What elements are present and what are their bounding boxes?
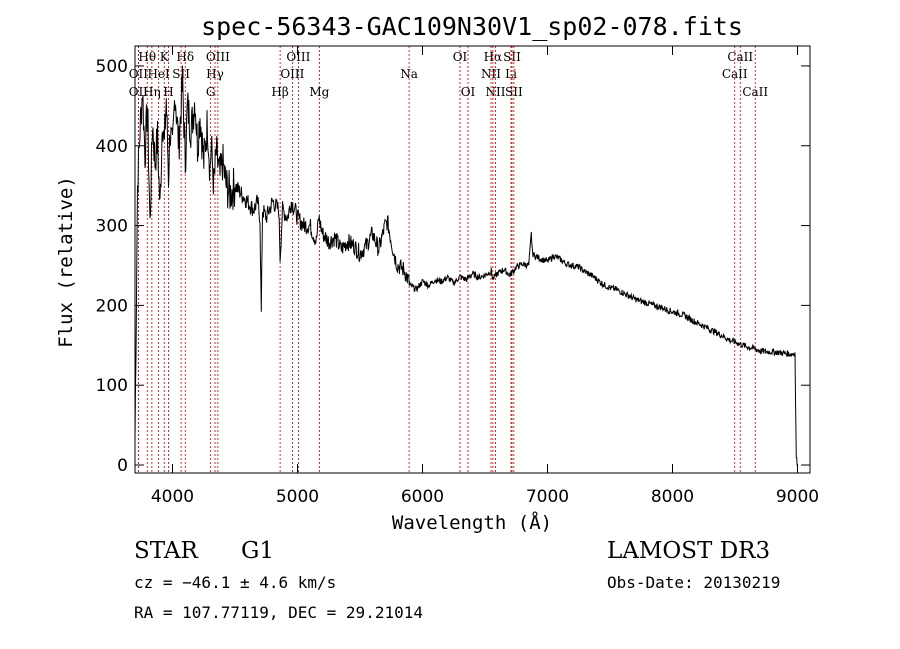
line-marker-label: Hη [143, 85, 161, 99]
line-marker-label: OI [453, 50, 468, 64]
y-tick-label: 500 [96, 57, 128, 77]
line-marker-label: CaII [722, 67, 748, 81]
line-marker-label: HeI [147, 67, 170, 81]
line-marker-label: NII [481, 67, 501, 81]
line-marker-label: CaII [727, 50, 753, 64]
line-marker-label: NII [486, 85, 506, 99]
x-tick-label: 9000 [776, 487, 819, 507]
x-tick-label: 8000 [651, 487, 694, 507]
line-marker-label: Na [400, 67, 418, 81]
plot-frame [134, 45, 811, 474]
line-marker-label: K [160, 50, 170, 64]
object-subclass: G1 [241, 538, 275, 564]
redshift-text: cz = −46.1 ± 4.6 km/s [134, 573, 337, 592]
object-class: STAR [134, 538, 198, 564]
line-marker-label: OI [461, 85, 476, 99]
axes: 4000 5000 6000 7000 8000 9000 0 100 200 300 400 500 [96, 45, 819, 507]
y-tick-label: 100 [96, 376, 128, 396]
spectrum-line [134, 65, 798, 466]
line-marker-label: OIII [206, 50, 230, 64]
line-marker-label: Hβ [271, 85, 288, 99]
obs-date: Obs-Date: 20130219 [607, 573, 781, 592]
line-marker-label: OIII [280, 67, 304, 81]
y-tick-label: 200 [96, 296, 128, 316]
line-marker-label: H [163, 85, 173, 99]
y-tick-label: 400 [96, 137, 128, 157]
line-marker-label: Mg [309, 85, 329, 99]
y-axis-label: Flux (relative) [55, 176, 77, 348]
line-marker-label: SII [505, 85, 523, 99]
coordinates-text: RA = 107.77119, DEC = 29.21014 [134, 603, 423, 622]
line-marker-label: SII [172, 67, 190, 81]
survey-name: LAMOST DR3 [607, 538, 771, 564]
y-tick-label: 0 [117, 456, 128, 476]
line-marker-label: SII [503, 50, 521, 64]
x-tick-label: 7000 [526, 487, 569, 507]
y-tick-label: 300 [96, 217, 128, 237]
line-marker-label: Hδ [176, 50, 194, 64]
x-axis-label: Wavelength (Å) [392, 511, 552, 534]
line-marker-label: Hγ [206, 67, 224, 81]
line-marker-label: Hθ [138, 50, 156, 64]
line-marker-label: G [206, 85, 216, 99]
line-marker-label: Li [505, 67, 517, 81]
line-marker-label: Hα [484, 50, 503, 64]
x-tick-label: 4000 [151, 487, 194, 507]
chart-title: spec-56343-GAC109N30V1_sp02-078.fits [201, 12, 743, 41]
x-tick-label: 5000 [276, 487, 319, 507]
line-marker-label: OIII [286, 50, 310, 64]
x-tick-label: 6000 [401, 487, 444, 507]
line-marker-label: CaII [742, 85, 768, 99]
